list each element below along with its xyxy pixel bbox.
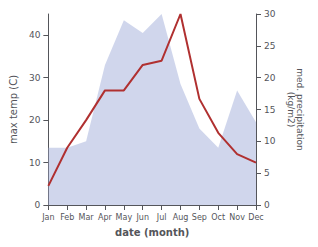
svg-text:15: 15 <box>264 105 275 115</box>
svg-text:Jan: Jan <box>41 213 54 222</box>
svg-text:max temp (C): max temp (C) <box>8 75 19 144</box>
svg-text:Sep: Sep <box>192 213 207 222</box>
svg-text:10: 10 <box>29 158 41 168</box>
svg-text:0: 0 <box>264 200 270 210</box>
svg-text:Mar: Mar <box>79 213 95 222</box>
svg-text:10: 10 <box>264 136 276 146</box>
svg-text:(kg/m2): (kg/m2) <box>286 92 296 127</box>
svg-text:med. precipitation: med. precipitation <box>294 68 305 151</box>
svg-text:Apr: Apr <box>98 213 113 222</box>
svg-text:Oct: Oct <box>211 213 225 222</box>
svg-text:40: 40 <box>29 30 41 40</box>
svg-text:25: 25 <box>264 41 275 51</box>
svg-text:20: 20 <box>264 73 276 83</box>
svg-text:0: 0 <box>35 200 41 210</box>
svg-text:date (month): date (month) <box>115 227 189 238</box>
svg-text:Dec: Dec <box>248 213 263 222</box>
svg-text:Nov: Nov <box>229 213 245 222</box>
svg-text:20: 20 <box>29 115 41 125</box>
svg-text:Jun: Jun <box>135 213 149 222</box>
svg-text:Feb: Feb <box>60 213 74 222</box>
svg-text:30: 30 <box>264 9 276 19</box>
svg-text:May: May <box>116 213 133 222</box>
svg-text:30: 30 <box>29 73 41 83</box>
svg-text:Jul: Jul <box>156 213 167 222</box>
svg-text:Aug: Aug <box>173 213 189 222</box>
svg-text:5: 5 <box>264 168 270 178</box>
